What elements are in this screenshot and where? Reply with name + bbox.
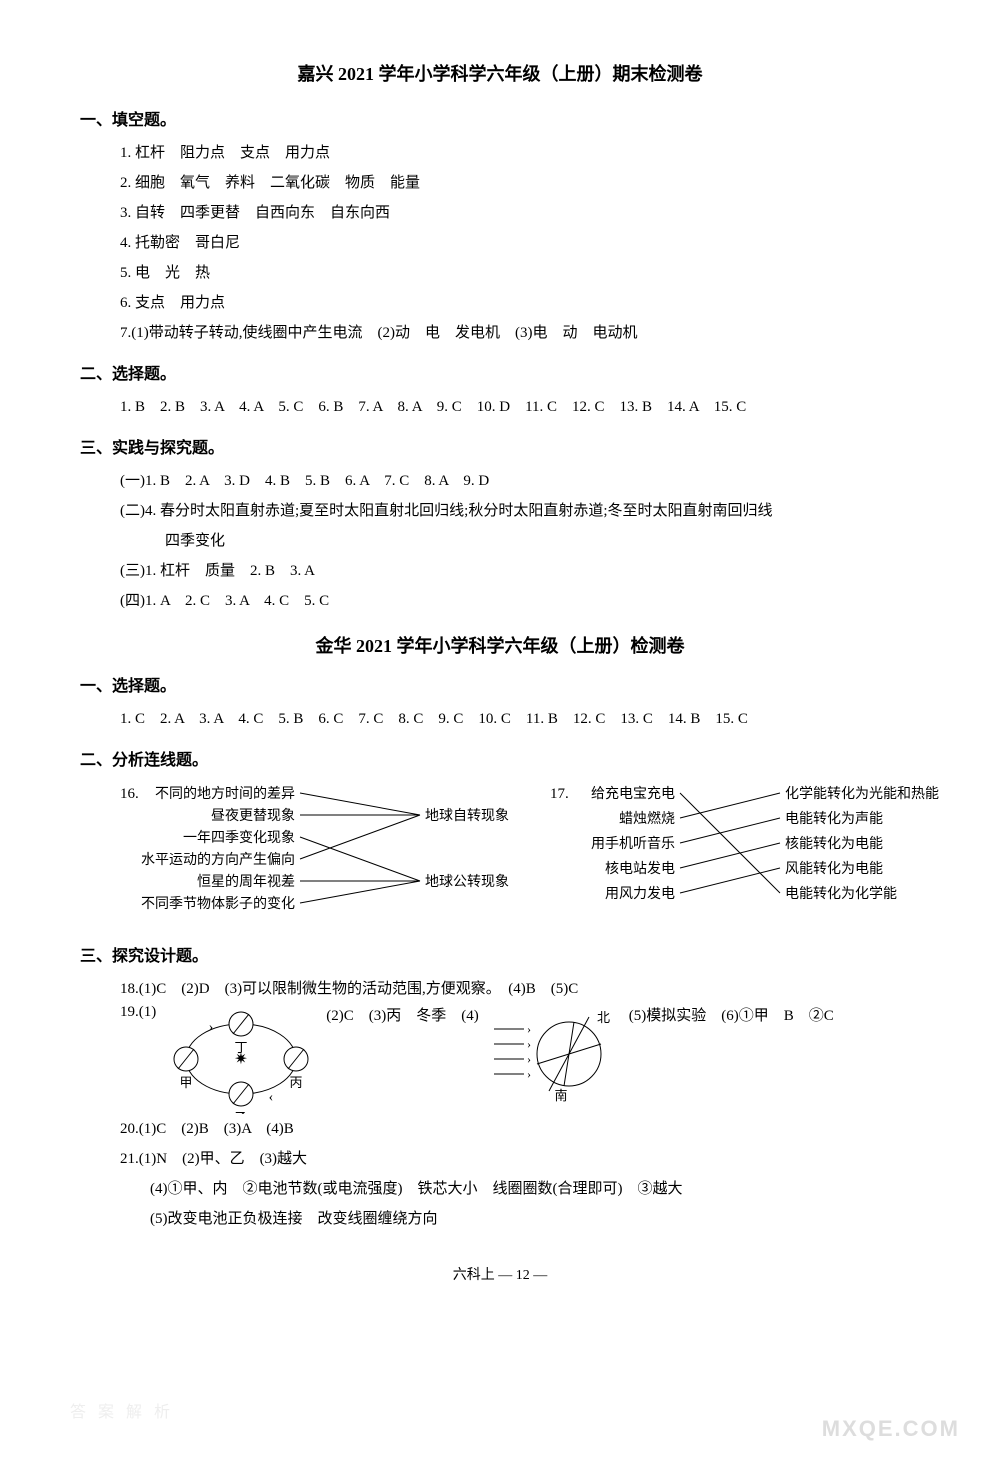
answer-line: 21.(1)N (2)甲、乙 (3)越大 <box>80 1144 920 1174</box>
svg-text:›: › <box>527 1052 531 1066</box>
q17-block: 17. 给充电宝充电蜡烛燃烧用手机听音乐核电站发电用风力发电 化学能转化为光能和热能… <box>550 780 970 930</box>
answer-line: (二)4. 春分时太阳直射赤道;夏至时太阳直射北回归线;秋分时太阳直射赤道;冬至… <box>80 496 920 526</box>
q19-prefix: 19.(1) <box>120 1004 156 1021</box>
section-heading: 三、实践与探究题。 <box>80 434 920 458</box>
svg-text:风能转化为电能: 风能转化为电能 <box>785 861 883 877</box>
answer-line: 3. 自转 四季更替 自西向东 自东向西 <box>80 198 920 228</box>
paper2-section2: 二、分析连线题。 16. 不同的地方时间的差异昼夜更替现象一年四季变化现象水平运动… <box>80 746 920 930</box>
q19-suffix: (5)模拟实验 (6)①甲 B ②C <box>629 1004 834 1025</box>
svg-text:水平运动的方向产生偏向: 水平运动的方向产生偏向 <box>141 852 295 868</box>
svg-text:地球自转现象: 地球自转现象 <box>425 808 509 824</box>
svg-text:›: › <box>209 1020 214 1035</box>
svg-text:恒星的周年视差: 恒星的周年视差 <box>197 874 295 890</box>
svg-text:核电站发电: 核电站发电 <box>605 861 675 877</box>
page-container: 嘉兴 2021 学年小学科学六年级（上册）期末检测卷 一、填空题。 1. 杠杆 … <box>0 0 1000 1462</box>
svg-text:用手机听音乐: 用手机听音乐 <box>591 835 675 852</box>
svg-text:地球公转现象: 地球公转现象 <box>425 874 509 890</box>
answer-line: 18.(1)C (2)D (3)可以限制微生物的活动范围,方便观察。 (4)B … <box>80 974 920 1004</box>
q19-row: 19.(1) ✷丁甲乙丙›‹ (2)C (3)丙 冬季 (4) ››››北南 (… <box>80 1004 920 1114</box>
svg-text:17.: 17. <box>550 786 569 802</box>
svg-text:甲: 甲 <box>180 1075 193 1090</box>
watermark-right: MXQE.COM <box>822 1416 960 1442</box>
answer-line: 20.(1)C (2)B (3)A (4)B <box>80 1114 920 1144</box>
answer-line: 1. B 2. B 3. A 4. A 5. C 6. B 7. A 8. A … <box>80 392 920 422</box>
section-heading: 二、选择题。 <box>80 360 920 384</box>
answer-line: 四季变化 <box>80 526 920 556</box>
answer-line: 6. 支点 用力点 <box>80 288 920 318</box>
answer-line: 5. 电 光 热 <box>80 258 920 288</box>
svg-text:昼夜更替现象: 昼夜更替现象 <box>211 808 295 824</box>
section-heading: 三、探究设计题。 <box>80 942 920 966</box>
answer-line: 2. 细胞 氧气 养料 二氧化碳 物质 能量 <box>80 168 920 198</box>
paper1-section2: 二、选择题。 1. B 2. B 3. A 4. A 5. C 6. B 7. … <box>80 360 920 422</box>
orbit-diagram: ✷丁甲乙丙›‹ <box>166 1004 316 1114</box>
q16-matching-diagram: 16. 不同的地方时间的差异昼夜更替现象一年四季变化现象水平运动的方向产生偏向恒星… <box>120 780 520 930</box>
q19-midtext: (2)C (3)丙 冬季 (4) <box>326 1004 478 1025</box>
page-footer: 六科上 — 12 — <box>80 1264 920 1284</box>
answer-line: 1. 杠杆 阻力点 支点 用力点 <box>80 138 920 168</box>
answer-line: (5)改变电池正负极连接 改变线圈缠绕方向 <box>80 1204 920 1234</box>
svg-text:电能转化为化学能: 电能转化为化学能 <box>785 886 897 902</box>
svg-text:丙: 丙 <box>290 1075 303 1090</box>
svg-text:电能转化为声能: 电能转化为声能 <box>785 811 883 827</box>
svg-text:蜡烛燃烧: 蜡烛燃烧 <box>619 810 675 827</box>
svg-text:核能转化为电能: 核能转化为电能 <box>785 836 883 852</box>
answer-line: (一)1. B 2. A 3. D 4. B 5. B 6. A 7. C 8.… <box>80 466 920 496</box>
svg-text:不同季节物体影子的变化: 不同季节物体影子的变化 <box>141 896 295 912</box>
paper1-section1: 一、填空题。 1. 杠杆 阻力点 支点 用力点 2. 细胞 氧气 养料 二氧化碳… <box>80 106 920 348</box>
paper2-section1: 一、选择题。 1. C 2. A 3. A 4. C 5. B 6. C 7. … <box>80 672 920 734</box>
svg-text:‹: ‹ <box>269 1090 274 1105</box>
answer-line: (四)1. A 2. C 3. A 4. C 5. C <box>80 586 920 616</box>
paper2-section3: 三、探究设计题。 18.(1)C (2)D (3)可以限制微生物的活动范围,方便… <box>80 942 920 1234</box>
svg-text:化学能转化为光能和热能: 化学能转化为光能和热能 <box>785 786 939 802</box>
q17-matching-diagram: 17. 给充电宝充电蜡烛燃烧用手机听音乐核电站发电用风力发电 化学能转化为光能和热能… <box>550 780 970 915</box>
svg-text:›: › <box>527 1037 531 1051</box>
section-heading: 一、填空题。 <box>80 106 920 130</box>
svg-text:16.: 16. <box>120 786 139 802</box>
section-heading: 一、选择题。 <box>80 672 920 696</box>
matching-row: 16. 不同的地方时间的差异昼夜更替现象一年四季变化现象水平运动的方向产生偏向恒星… <box>80 780 920 930</box>
section-heading: 二、分析连线题。 <box>80 746 920 770</box>
paper1-title: 嘉兴 2021 学年小学科学六年级（上册）期末检测卷 <box>80 60 920 86</box>
svg-text:丁: 丁 <box>235 1040 248 1055</box>
svg-text:不同的地方时间的差异: 不同的地方时间的差异 <box>155 786 295 802</box>
answer-line: (4)①甲、内 ②电池节数(或电流强度) 铁芯大小 线圈圈数(合理即可) ③越大 <box>80 1174 920 1204</box>
globe-diagram: ››››北南 <box>489 1004 619 1104</box>
q16-block: 16. 不同的地方时间的差异昼夜更替现象一年四季变化现象水平运动的方向产生偏向恒星… <box>120 780 520 930</box>
svg-text:用风力发电: 用风力发电 <box>605 886 675 902</box>
svg-text:›: › <box>527 1067 531 1081</box>
answer-line: 7.(1)带动转子转动,使线圈中产生电流 (2)动 电 发电机 (3)电 动 电… <box>80 318 920 348</box>
paper2-title: 金华 2021 学年小学科学六年级（上册）检测卷 <box>80 632 920 658</box>
svg-text:北: 北 <box>597 1010 610 1025</box>
answer-line: 1. C 2. A 3. A 4. C 5. B 6. C 7. C 8. C … <box>80 704 920 734</box>
watermark-left: 答 案 解 析 <box>70 1398 174 1422</box>
svg-text:南: 南 <box>554 1088 567 1103</box>
svg-text:一年四季变化现象: 一年四季变化现象 <box>183 830 295 846</box>
svg-text:›: › <box>527 1022 531 1036</box>
answer-line: (三)1. 杠杆 质量 2. B 3. A <box>80 556 920 586</box>
answer-line: 4. 托勒密 哥白尼 <box>80 228 920 258</box>
svg-text:给充电宝充电: 给充电宝充电 <box>591 786 675 802</box>
paper1-section3: 三、实践与探究题。 (一)1. B 2. A 3. D 4. B 5. B 6.… <box>80 434 920 616</box>
